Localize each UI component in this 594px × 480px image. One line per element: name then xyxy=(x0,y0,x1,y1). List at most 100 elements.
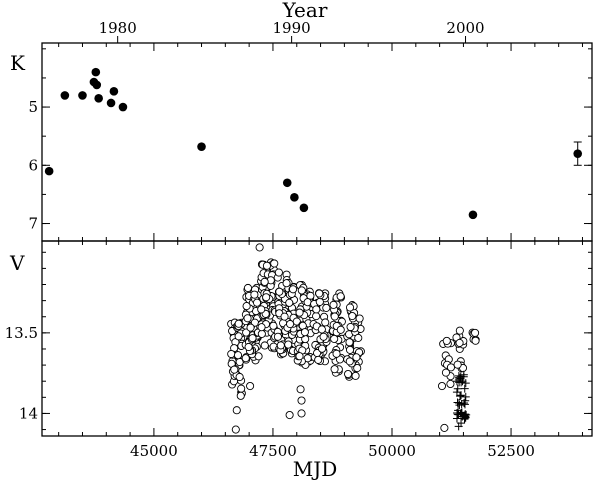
v-data-point xyxy=(440,423,449,432)
v-data-point xyxy=(241,354,250,363)
v-data-point xyxy=(348,311,357,321)
k-data-point xyxy=(109,87,119,96)
v-data-point xyxy=(227,349,236,359)
k-data-point xyxy=(44,166,54,176)
v-data-point xyxy=(330,334,339,343)
v-data-point xyxy=(295,352,304,361)
v-plus-point xyxy=(455,401,464,410)
v-data-point xyxy=(315,289,324,298)
v-data-point xyxy=(285,298,294,307)
v-data-point xyxy=(262,293,271,302)
year-axis-title: Year xyxy=(282,0,328,22)
v-data-point xyxy=(273,332,282,341)
y-tick-label: 14 xyxy=(19,404,38,422)
v-data-point xyxy=(345,338,354,347)
v-plus-point xyxy=(461,413,470,422)
v-data-point xyxy=(330,365,339,374)
v-data-point xyxy=(352,353,361,362)
v-data-point xyxy=(355,314,364,323)
v-data-point xyxy=(315,297,324,306)
v-data-point xyxy=(455,326,464,335)
v-data-point xyxy=(274,268,283,277)
x-tick-label: 47500 xyxy=(249,442,297,460)
v-data-point xyxy=(353,364,362,373)
v-data-point xyxy=(446,379,455,389)
v-plus-point xyxy=(461,392,470,401)
y-tick-label: 13.5 xyxy=(5,324,38,342)
v-data-point xyxy=(257,323,266,332)
v-data-point xyxy=(321,318,330,327)
v-data-point xyxy=(255,243,264,252)
v-data-point xyxy=(257,329,266,338)
v-data-point xyxy=(329,300,338,309)
v-data-point xyxy=(471,336,480,345)
v-plus-point xyxy=(456,392,465,401)
v-band-panel: 13.5 14 xyxy=(5,240,593,437)
k-data-point xyxy=(91,67,101,77)
k-data-point xyxy=(60,91,70,100)
v-data-point xyxy=(260,341,269,350)
year-tick-label: 1980 xyxy=(99,19,137,37)
k-data-point xyxy=(290,193,299,202)
v-data-point xyxy=(336,292,345,301)
v-data-point xyxy=(322,303,331,312)
v-data-point xyxy=(248,334,257,343)
v-data-point xyxy=(231,425,240,434)
v-data-point xyxy=(297,409,306,418)
v-data-point xyxy=(319,332,328,341)
v-data-point xyxy=(244,342,253,352)
v-data-point xyxy=(312,312,321,321)
v-data-point xyxy=(442,336,451,345)
v-data-point xyxy=(455,338,464,347)
v-plus-point xyxy=(460,384,469,393)
v-data-point xyxy=(446,363,456,372)
v-data-point xyxy=(276,341,285,350)
x-tick-label: 45000 xyxy=(130,442,178,460)
v-data-point xyxy=(344,369,353,379)
v-plus-point xyxy=(460,415,469,424)
v-data-point xyxy=(246,381,255,391)
k-axis-title: K xyxy=(10,51,26,75)
v-data-point xyxy=(330,312,339,321)
k-data-point xyxy=(78,91,87,100)
v-plus-point xyxy=(459,370,468,379)
x-axis-title: MJD xyxy=(293,457,338,480)
v-data-point xyxy=(234,319,243,328)
v-data-point xyxy=(230,365,239,374)
v-data-point xyxy=(292,317,301,326)
v-data-point xyxy=(275,287,284,296)
v-data-point xyxy=(236,391,245,400)
v-data-point xyxy=(351,371,360,380)
year-axis: 1980 1990 2000 xyxy=(99,19,485,43)
v-data-point xyxy=(282,279,291,288)
v-data-point xyxy=(471,328,480,337)
k-band-panel: 5 6 7 xyxy=(28,42,593,242)
v-data-point xyxy=(346,322,355,332)
v-data-point xyxy=(286,320,295,329)
k-data-point xyxy=(573,149,583,158)
v-plus-point xyxy=(457,391,466,400)
y-tick-label: 5 xyxy=(28,98,38,116)
v-data-point xyxy=(237,384,246,393)
v-data-point xyxy=(243,314,252,323)
v-data-point xyxy=(252,298,262,307)
k-data-point xyxy=(94,94,103,103)
v-data-point xyxy=(345,357,354,366)
y-tick-label: 6 xyxy=(28,156,38,174)
v-data-point xyxy=(250,290,259,299)
year-tick-label: 1990 xyxy=(273,19,311,37)
mjd-axis: 45000 47500 50000 52500 xyxy=(130,442,535,460)
x-tick-label: 52500 xyxy=(487,442,535,460)
v-data-point xyxy=(300,328,309,337)
v-data-point xyxy=(233,351,243,360)
k-data-point xyxy=(106,98,116,108)
k-data-point xyxy=(197,142,206,151)
k-data-point xyxy=(118,102,128,112)
v-panel-frame xyxy=(41,240,593,437)
v-data-point xyxy=(354,333,363,342)
v-plus-point xyxy=(455,378,464,387)
v-axis-title: V xyxy=(9,251,25,275)
v-plus-point xyxy=(457,419,466,428)
v-data-point xyxy=(284,340,293,349)
